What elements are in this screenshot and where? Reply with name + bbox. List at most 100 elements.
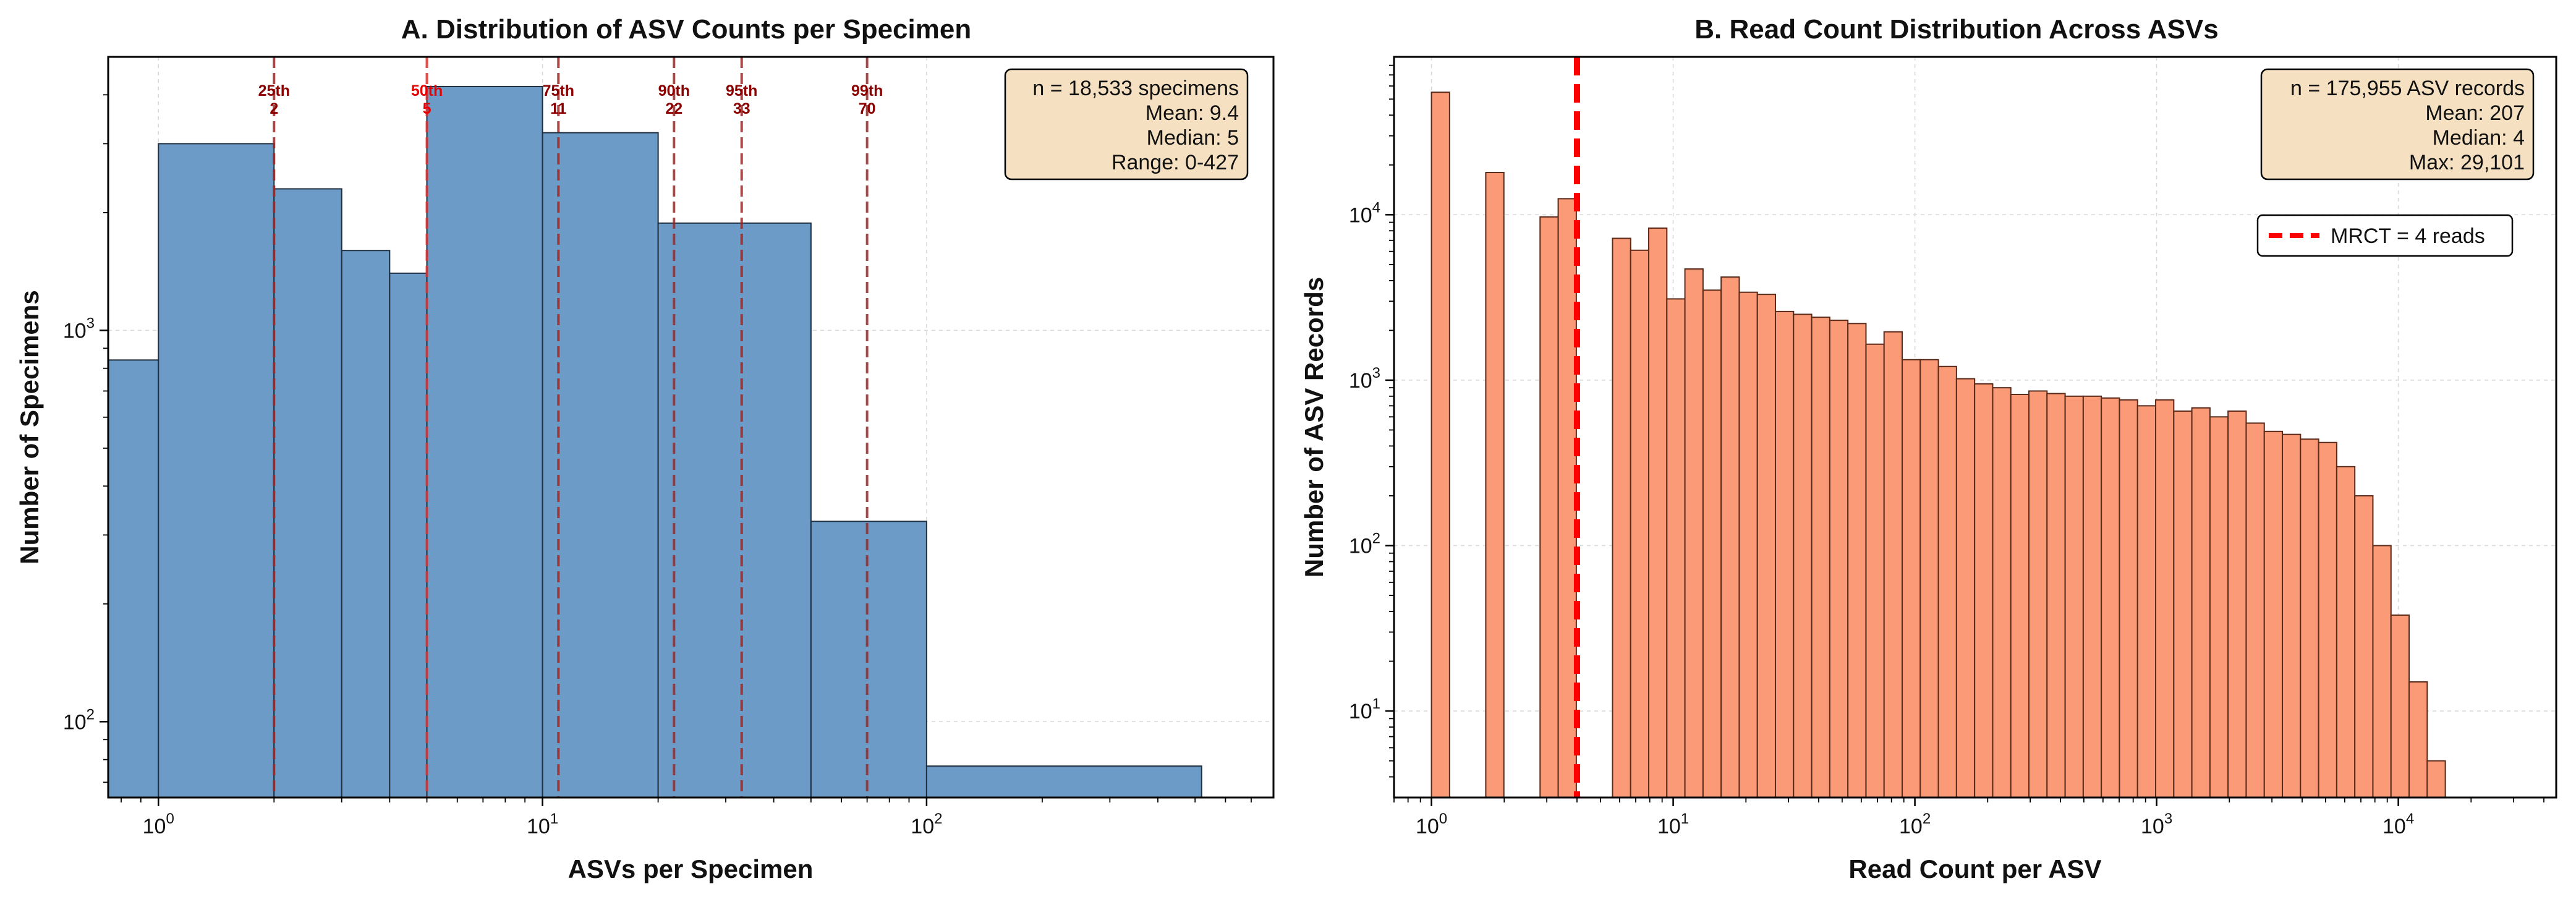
histogram-bar bbox=[810, 521, 927, 799]
histogram-bar bbox=[1883, 331, 1903, 798]
panel-b-y-axis-label: Number of ASV Records bbox=[1299, 277, 1328, 577]
panel-a-stats-box: n = 18,533 specimens Mean: 9.4 Median: 5… bbox=[1004, 68, 1249, 181]
panel-a-bars bbox=[108, 85, 1202, 799]
histogram-bar bbox=[2426, 760, 2446, 798]
percentile-value-label: 5 bbox=[423, 100, 431, 117]
percentile-label: 75th bbox=[543, 82, 574, 100]
histogram-bar bbox=[1992, 387, 2012, 798]
histogram-bar bbox=[2263, 430, 2284, 798]
histogram-bar bbox=[1902, 359, 1921, 798]
histogram-bar bbox=[1955, 378, 1976, 798]
y-tick-label: 101 bbox=[1349, 696, 1380, 723]
histogram-bar bbox=[2372, 545, 2392, 799]
x-tick-label: 103 bbox=[2141, 811, 2172, 838]
panel-b-bars bbox=[1430, 91, 2446, 799]
y-tick-label: 102 bbox=[1349, 530, 1380, 558]
histogram-bar bbox=[2408, 681, 2428, 799]
panel-a-stat-range: Range: 0-427 bbox=[1112, 151, 1239, 174]
histogram-bar bbox=[1811, 317, 1830, 798]
histogram-bar bbox=[542, 132, 659, 798]
histogram-bar bbox=[2354, 495, 2374, 799]
y-tick-label: 102 bbox=[63, 706, 95, 734]
x-tick-label: 100 bbox=[143, 811, 174, 838]
y-tick-label: 103 bbox=[1349, 365, 1380, 393]
panel-b-x-ticks: 100 101 102 103 104 bbox=[1393, 798, 2544, 838]
histogram-bar bbox=[1775, 310, 1795, 799]
histogram-bar bbox=[2336, 466, 2356, 798]
histogram-bar bbox=[1756, 294, 1777, 798]
panel-a-stats-box-frame bbox=[1004, 68, 1249, 181]
histogram-bar bbox=[273, 188, 342, 798]
percentile-value-label: 70 bbox=[859, 100, 876, 117]
percentile-value-label: 11 bbox=[550, 100, 567, 117]
panel-b-axes-frame bbox=[1393, 56, 2557, 799]
histogram-bar bbox=[2318, 441, 2337, 798]
y-tick-label: 104 bbox=[1349, 199, 1380, 227]
histogram-bar bbox=[2191, 407, 2211, 798]
histogram-bar bbox=[2082, 395, 2102, 798]
x-tick-label: 104 bbox=[2383, 811, 2414, 838]
panel-b-legend: MRCT = 4 reads bbox=[2256, 214, 2514, 257]
histogram-bar bbox=[1720, 276, 1740, 798]
histogram-bar bbox=[1702, 289, 1722, 798]
percentile-value-label: 2 bbox=[270, 100, 278, 117]
histogram-bar bbox=[1974, 383, 1994, 798]
panel-b-stats-box-frame bbox=[2260, 68, 2535, 181]
percentile-label: 25th bbox=[258, 82, 290, 100]
x-tick-label: 102 bbox=[911, 811, 942, 838]
percentile-label: 99th bbox=[851, 82, 883, 100]
panel-b-x-axis-label: Read Count per ASV bbox=[1848, 854, 2101, 883]
panel-b-legend-label: MRCT = 4 reads bbox=[2331, 224, 2485, 248]
histogram-bar bbox=[2390, 614, 2410, 798]
panel-b-legend-frame bbox=[2256, 214, 2514, 257]
percentile-value-label: 33 bbox=[733, 100, 750, 117]
panel-b-y-ticks: 101 102 103 104 bbox=[1349, 64, 1394, 778]
x-tick-label: 100 bbox=[1416, 811, 1447, 838]
x-tick-label: 101 bbox=[527, 811, 558, 838]
histogram-bar bbox=[108, 359, 159, 798]
panel-a-chart: A. Distribution of ASV Counts per Specim… bbox=[15, 14, 1275, 883]
panel-a-stat-median: Median: 5 bbox=[1147, 126, 1239, 150]
histogram-bar bbox=[2010, 393, 2030, 798]
histogram-bar bbox=[1430, 91, 1450, 798]
panel-a-title: A. Distribution of ASV Counts per Specim… bbox=[401, 14, 971, 45]
panel-a-y-axis-label: Number of Specimens bbox=[15, 290, 44, 564]
histogram-bar bbox=[2282, 433, 2302, 798]
percentile-label: 90th bbox=[658, 82, 690, 100]
histogram-bar bbox=[2300, 438, 2319, 798]
histogram-bar bbox=[2245, 422, 2265, 798]
panel-b-stat-max: Max: 29,101 bbox=[2409, 151, 2525, 174]
panel-b-chart: B. Read Count Distribution Across ASVs 1… bbox=[1299, 14, 2557, 883]
histogram-bar bbox=[657, 222, 812, 798]
histogram-bar bbox=[1738, 291, 1758, 798]
histogram-bar bbox=[426, 85, 543, 798]
histogram-bar bbox=[2046, 393, 2066, 798]
panel-a-x-ticks: 100 101 102 bbox=[121, 798, 1252, 838]
panel-b-title: B. Read Count Distribution Across ASVs bbox=[1694, 14, 2219, 45]
histogram-bar bbox=[1829, 320, 1849, 798]
histogram-bar bbox=[1612, 237, 1631, 798]
histogram-bar bbox=[2119, 399, 2138, 798]
panel-b-stat-n: n = 175,955 ASV records bbox=[2290, 77, 2525, 100]
panel-a-x-axis-label: ASVs per Specimen bbox=[568, 854, 814, 883]
histogram-bar bbox=[2209, 416, 2229, 798]
panel-a-y-ticks: 102 103 bbox=[63, 94, 108, 783]
panel-b-stat-mean: Mean: 207 bbox=[2425, 101, 2525, 125]
histogram-bar bbox=[1847, 323, 1867, 798]
histogram-bar bbox=[158, 143, 275, 798]
histogram-bar bbox=[1557, 198, 1577, 799]
panel-a-stat-n: n = 18,533 specimens bbox=[1032, 77, 1239, 100]
panel-b-stats-box: n = 175,955 ASV records Mean: 207 Median… bbox=[2260, 68, 2535, 181]
histogram-bar bbox=[1648, 227, 1668, 798]
histogram-bar bbox=[925, 765, 1202, 798]
histogram-bar bbox=[1793, 313, 1813, 798]
histogram-bar bbox=[341, 250, 391, 799]
y-tick-label: 103 bbox=[63, 315, 95, 343]
histogram-bar bbox=[1485, 172, 1505, 799]
panel-a-axes-frame bbox=[107, 56, 1275, 799]
histogram-bar bbox=[1630, 249, 1650, 798]
x-tick-label: 102 bbox=[1899, 811, 1931, 838]
histogram-bar bbox=[1937, 365, 1957, 798]
panel-b-stat-median: Median: 4 bbox=[2433, 126, 2525, 150]
